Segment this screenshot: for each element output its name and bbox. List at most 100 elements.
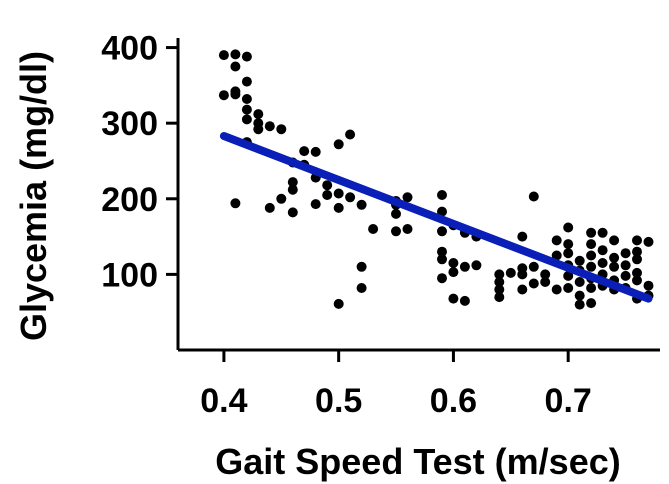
data-point [551,250,562,261]
y-tick-label: 100 [101,256,158,294]
data-point [241,104,252,115]
data-point [276,124,287,135]
data-point [448,293,459,304]
data-point [448,258,459,268]
data-point [574,255,585,266]
data-point [299,146,310,157]
data-point [333,188,344,199]
data-point [517,284,528,295]
data-point [287,177,298,188]
data-point [586,283,597,293]
data-point [402,192,413,203]
data-point [310,199,321,210]
axes [166,38,660,362]
data-point [597,227,608,238]
data-point [609,261,620,272]
data-point [437,246,447,257]
data-point [333,202,344,213]
y-tick-label: 300 [101,105,158,143]
data-point [620,248,631,259]
data-point [459,261,470,272]
data-point [218,50,229,61]
data-point [563,222,574,233]
data-point [345,192,356,203]
data-point [551,284,562,295]
data-point [586,250,597,261]
data-point [494,284,505,295]
data-point [241,94,252,104]
x-tick-label: 0.6 [430,382,477,420]
data-point [402,224,413,234]
data-point [494,292,505,303]
data-point [632,235,642,246]
data-point [391,208,401,219]
data-point [241,76,252,87]
data-point [322,190,333,200]
x-tick-label: 0.7 [545,382,592,420]
data-point [632,267,642,278]
data-point [563,248,574,259]
data-point [448,267,459,278]
data-point [551,235,562,246]
data-point [494,269,505,280]
x-tick-label: 0.4 [200,382,247,420]
data-point [517,231,528,242]
data-point [540,269,551,280]
x-axis-title: Gait Speed Test (m/sec) [215,441,620,482]
data-point [459,295,470,306]
data-point [276,193,287,204]
y-tick-label: 400 [101,30,158,68]
data-point [218,90,229,101]
data-point [241,51,252,62]
y-axis-title: Glycemia (mg/dl) [13,51,54,341]
data-point [241,114,252,125]
data-point [345,129,356,140]
data-point [368,224,379,234]
data-point [356,199,367,210]
data-point [322,180,333,191]
data-point [437,226,447,237]
data-point [528,261,539,272]
data-point [632,246,642,257]
data-point [494,277,505,287]
data-point [253,109,264,120]
data-point [437,206,447,217]
data-point [540,277,551,287]
data-point [287,184,298,195]
data-point [528,191,539,202]
data-point [597,258,608,268]
data-point [528,278,539,289]
data-point [574,299,585,310]
data-point [643,280,654,291]
data-point [609,252,620,263]
data-point [471,260,482,271]
data-point [586,239,597,250]
data-point [632,275,642,286]
data-point [609,235,620,246]
data-point [586,261,597,272]
data-point [437,254,447,265]
tick-labels: 100 200 300 400 0.4 0.5 0.6 0.7 [101,30,592,420]
data-point [574,277,585,287]
data-point [563,239,574,250]
data-point [230,61,241,72]
data-point [643,236,654,247]
data-point [310,146,321,157]
data-point [574,290,585,301]
data-point [597,245,608,256]
data-point [563,270,574,281]
data-point [333,139,344,150]
data-point [620,270,631,281]
data-point [505,267,516,278]
data-point [264,121,275,132]
data-points [218,49,654,310]
data-point [230,198,241,209]
data-point [586,298,597,309]
data-point [437,273,447,284]
data-point [230,49,241,60]
data-point [356,283,367,293]
data-point [586,227,597,238]
y-tick-label: 200 [101,181,158,219]
data-point [287,207,298,218]
